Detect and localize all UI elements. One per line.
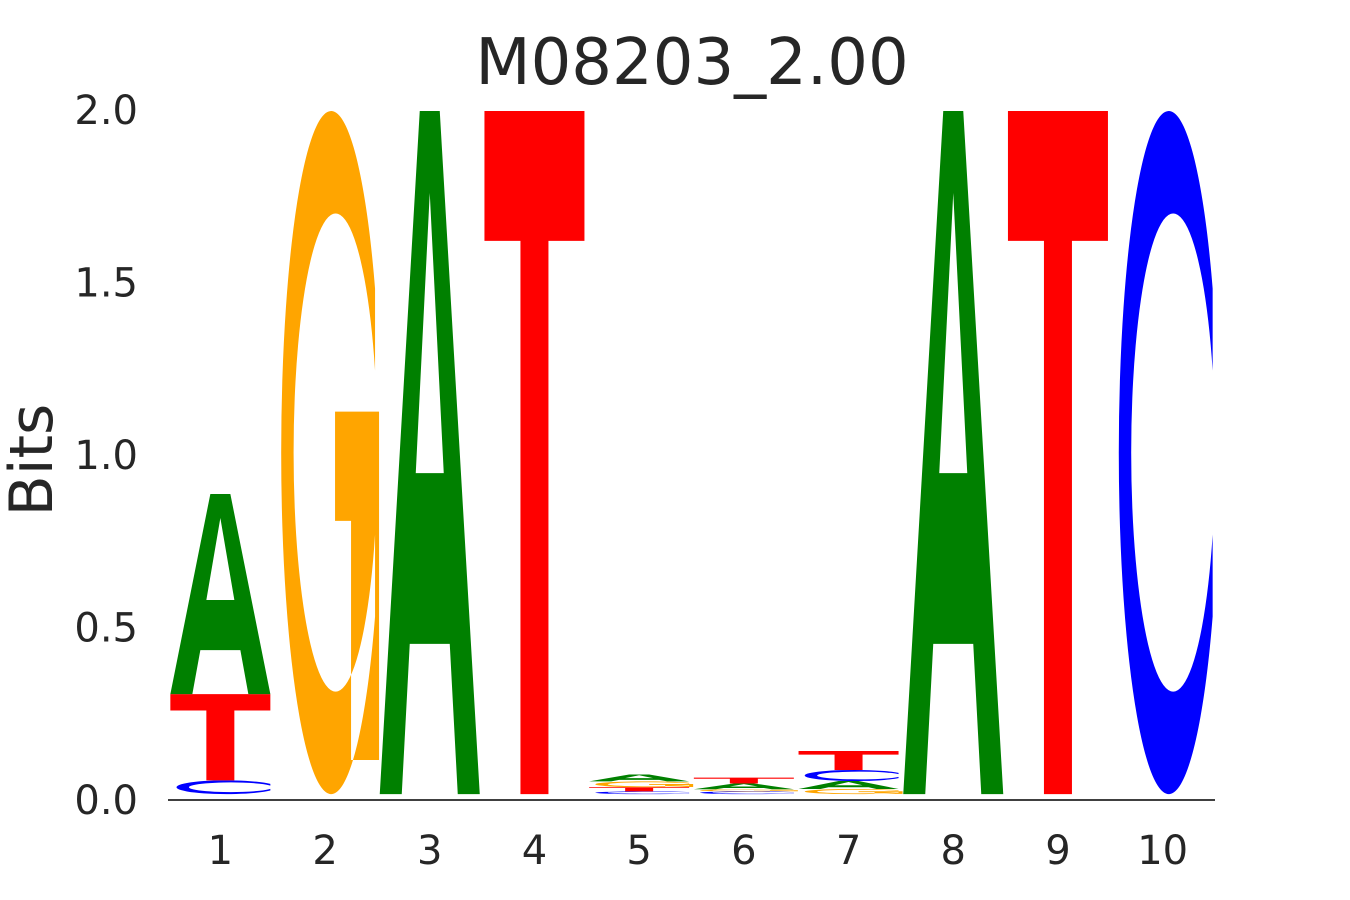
y-tick-label: 2.0 xyxy=(74,88,138,134)
x-tick-label: 7 xyxy=(836,828,861,874)
letter-c-pos-10 xyxy=(1118,111,1213,795)
letter-a-pos-1 xyxy=(170,493,271,695)
letter-a-pos-5 xyxy=(589,774,690,782)
letter-g-pos-6 xyxy=(699,789,798,792)
x-tick-label: 1 xyxy=(208,828,233,874)
y-tick-label: 0.5 xyxy=(74,606,138,652)
letter-g-pos-7 xyxy=(804,788,903,795)
y-tick-label: 1.5 xyxy=(74,261,138,307)
letter-c-pos-5 xyxy=(595,791,690,795)
letter-t-pos-4 xyxy=(484,111,585,795)
x-tick-label: 5 xyxy=(626,828,651,874)
x-tick-label: 8 xyxy=(941,828,966,874)
y-tick-label: 1.0 xyxy=(74,433,138,479)
letter-a-pos-7 xyxy=(798,781,899,789)
letter-t-pos-7 xyxy=(798,751,899,770)
letter-g-pos-5 xyxy=(595,781,694,788)
letter-c-pos-1 xyxy=(176,780,271,795)
x-tick-label: 2 xyxy=(312,828,337,874)
letter-g-pos-2 xyxy=(281,111,380,795)
letter-t-pos-9 xyxy=(1007,111,1108,795)
chart-title: M08203_2.00 xyxy=(475,26,908,100)
letter-a-pos-3 xyxy=(379,111,480,795)
letter-t-pos-6 xyxy=(693,777,794,784)
y-tick-label: 0.0 xyxy=(74,778,138,824)
x-tick-label: 10 xyxy=(1137,828,1188,874)
letter-t-pos-5 xyxy=(589,787,690,792)
x-tick-label: 6 xyxy=(731,828,756,874)
y-axis-label: Bits xyxy=(0,404,67,517)
letter-t-pos-1 xyxy=(170,694,271,781)
x-tick-label: 4 xyxy=(522,828,547,874)
x-tick-label: 9 xyxy=(1045,828,1070,874)
letter-c-pos-7 xyxy=(804,769,899,782)
letter-c-pos-6 xyxy=(699,791,794,795)
letter-a-pos-6 xyxy=(693,783,794,790)
x-tick-label: 3 xyxy=(417,828,442,874)
letter-a-pos-8 xyxy=(903,111,1004,795)
